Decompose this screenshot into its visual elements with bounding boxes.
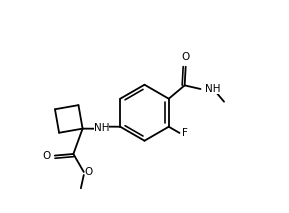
Text: O: O	[43, 151, 51, 161]
Text: NH: NH	[205, 84, 221, 94]
Text: O: O	[85, 167, 93, 177]
Text: O: O	[181, 52, 190, 62]
Text: NH: NH	[94, 123, 109, 133]
Text: F: F	[182, 128, 188, 138]
